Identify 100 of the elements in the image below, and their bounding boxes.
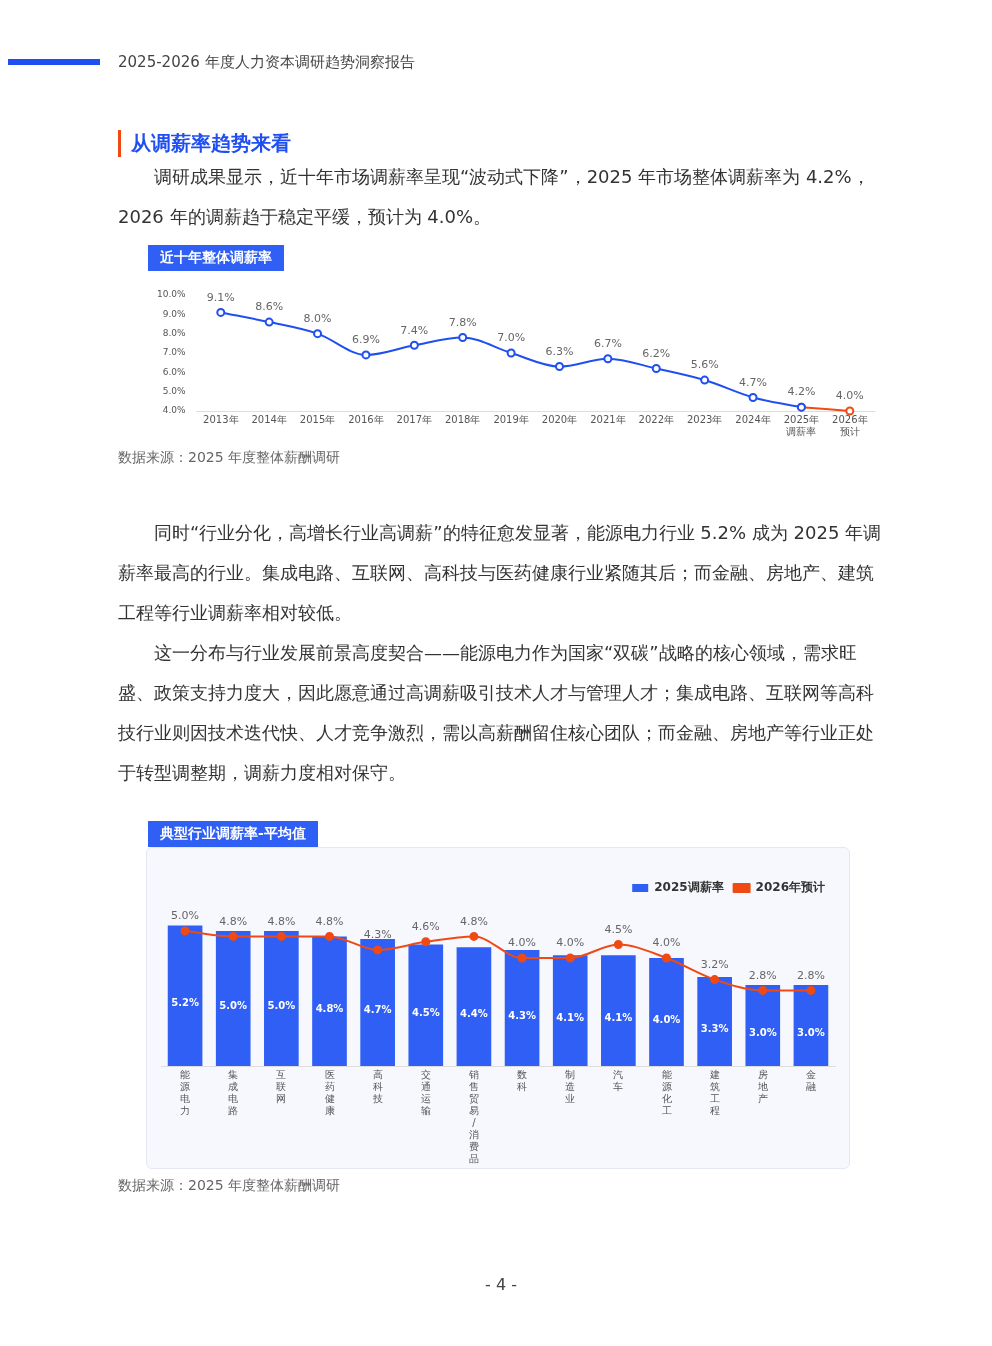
text: - 4 -	[484, 1275, 518, 1294]
text: 这一分布与行业发展前景高度契合——能源电力作为国家“双碳”战略的核心领域，需求旺盛、政策支持力度大，因此愿意通过高调薪吸引技术人才与管理人才；集成电路、互联网等高科技行业则因技术迭代快、人才竞争激烈，需以高薪酬留住核心团队；而金融、房地产等行业正处于转型调整期，调薪力度相对保守。	[118, 641, 875, 785]
legend-label: 2025调薪率	[654, 880, 724, 895]
point	[361, 350, 371, 360]
x-tick-label: 2018年	[444, 413, 481, 425]
data-label: 2.8%	[796, 968, 825, 982]
text: 同时“行业分化，高增长行业高调薪”的特征愈发显著，能源电力行业 5.2% 成为 2025 年调薪率最高的行业。集成电路、互联网、高科技与医药健康行业紧随其后；而金融、房地产、建筑工程等行业调薪率相对较低。	[118, 521, 883, 625]
text: 从调薪率趋势来看	[118, 130, 884, 157]
x-tick-label: 2015年	[299, 413, 336, 425]
data-label: 4.0%	[556, 936, 585, 950]
point	[264, 317, 274, 327]
data-label: 4.8%	[219, 914, 248, 928]
point	[458, 333, 468, 343]
point	[806, 985, 816, 995]
data-label: 3.0%	[748, 1027, 777, 1039]
y-tick-label: 8.0%	[162, 328, 187, 339]
bar	[504, 949, 540, 1066]
data-label: 4.8%	[267, 914, 296, 928]
x-tick-label: 数科	[517, 1068, 528, 1092]
x-tick-label: 2022年	[638, 413, 674, 425]
data-label: 7.8%	[448, 315, 477, 329]
source-note: 数据来源：2025 年度整体薪酬调研	[118, 1177, 342, 1195]
data-label: 4.0%	[508, 936, 537, 950]
x-tick-label: 互联网	[276, 1068, 287, 1104]
legend-label: 2026年预计	[755, 880, 826, 895]
bar	[167, 925, 203, 1066]
data-label: 5.0%	[267, 1000, 296, 1012]
x-tick-label: 金融	[805, 1068, 816, 1092]
x-tick-label: 2019年	[493, 413, 529, 425]
x-tick-label: 销售贸易/消费品	[467, 1068, 479, 1164]
point	[506, 348, 516, 358]
point	[409, 340, 419, 350]
bar	[745, 985, 781, 1066]
point	[710, 975, 720, 985]
point	[228, 931, 238, 941]
data-label: 5.0%	[219, 1000, 248, 1012]
x-tick-label: 建筑工程	[708, 1068, 720, 1116]
data-label: 4.0%	[652, 1013, 681, 1025]
x-tick-label: 汽车	[613, 1068, 624, 1092]
data-label: 4.0%	[835, 389, 864, 403]
data-label: 4.7%	[363, 1004, 392, 1016]
data-label: 6.3%	[545, 344, 574, 358]
data-label: 9.1%	[206, 290, 235, 304]
data-label: 7.0%	[497, 331, 526, 345]
bar	[215, 931, 251, 1066]
point	[325, 931, 334, 941]
bar	[360, 939, 395, 1066]
x-tick-label: 集成电路	[228, 1068, 239, 1116]
point	[180, 926, 190, 936]
data-label: 4.4%	[460, 1008, 488, 1020]
data-label: 7.4%	[400, 323, 429, 337]
point	[845, 406, 855, 416]
point	[651, 363, 661, 373]
bar	[264, 931, 299, 1066]
data-label: 6.2%	[642, 346, 671, 360]
x-tick-label: 2025年调薪率	[783, 413, 820, 437]
x-tick-label: 制造业	[565, 1068, 576, 1104]
point	[748, 392, 758, 402]
x-tick-label: 2023年	[686, 413, 723, 425]
x-tick-label: 能源电力	[180, 1068, 191, 1116]
bar	[312, 936, 347, 1066]
data-label: 4.1%	[604, 1012, 633, 1024]
data-label: 4.6%	[411, 920, 440, 934]
point	[554, 362, 564, 372]
data-label: 4.3%	[363, 928, 392, 942]
data-label: 8.0%	[303, 312, 332, 326]
y-tick-label: 6.0%	[162, 366, 187, 377]
bar	[649, 958, 684, 1066]
bar	[601, 955, 636, 1066]
data-label: 4.8%	[315, 914, 344, 928]
y-tick-label: 10.0%	[157, 289, 187, 300]
data-label: 4.8%	[315, 1002, 344, 1014]
y-tick-label: 5.0%	[162, 386, 187, 397]
point	[613, 940, 623, 949]
x-tick-label: 2026年预计	[832, 413, 868, 437]
point	[565, 953, 575, 963]
x-tick-label: 2016年	[348, 413, 384, 425]
bar	[456, 947, 492, 1066]
data-label: 4.7%	[739, 375, 768, 389]
data-label: 6.9%	[351, 333, 380, 347]
data-label: 4.3%	[508, 1009, 536, 1021]
data-label: 4.8%	[459, 914, 488, 928]
data-label: 8.6%	[255, 300, 284, 314]
point	[517, 953, 527, 963]
point	[603, 354, 613, 364]
data-label: 6.7%	[593, 337, 622, 351]
text: 2025-2026 年度人力资本调研趋势洞察报告	[118, 52, 415, 72]
data-label: 2.8%	[748, 968, 777, 982]
data-label: 5.6%	[690, 358, 719, 372]
text: 调研成果显示，近十年市场调薪率呈现“波动式下降”，2025 年市场整体调薪率为 4.2%，2026 年的调薪趋于稳定平缓，预计为 4.0%。	[118, 165, 871, 229]
point	[469, 931, 479, 941]
data-label: 3.3%	[700, 1023, 729, 1035]
x-tick-label: 2013年	[203, 413, 239, 425]
y-tick-label: 4.0%	[162, 405, 187, 416]
data-label: 4.1%	[556, 1012, 585, 1024]
source-note: 数据来源：2025 年度整体薪酬调研	[118, 449, 342, 467]
x-tick-label: 医药健康	[324, 1068, 335, 1116]
y-tick-label: 9.0%	[162, 308, 187, 319]
data-label: 5.2%	[171, 997, 199, 1009]
x-tick-label: 2021年	[590, 413, 626, 425]
